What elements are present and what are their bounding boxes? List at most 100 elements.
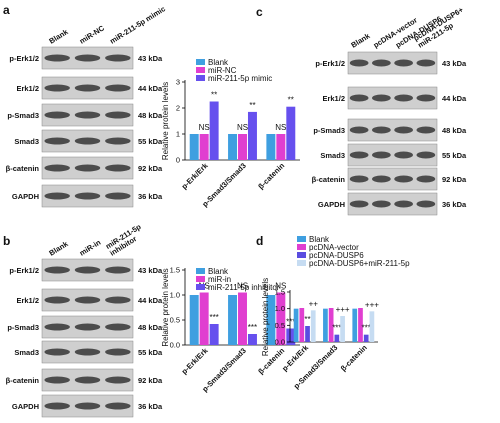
legend-label: pcDNA-DUSP6 bbox=[309, 251, 364, 260]
blot-band bbox=[105, 84, 131, 92]
legend-label: miR-NC bbox=[208, 66, 237, 75]
blot-band bbox=[349, 94, 369, 102]
blot-band bbox=[105, 164, 131, 172]
blot-band bbox=[349, 59, 369, 67]
blot-band bbox=[394, 200, 413, 208]
row-label: Smad3 bbox=[14, 137, 39, 146]
y-tick-label: 1.5 bbox=[170, 266, 180, 275]
bar bbox=[189, 295, 199, 345]
row-label: β-catenin bbox=[6, 164, 40, 173]
blot-band bbox=[44, 402, 70, 410]
bar bbox=[247, 334, 257, 345]
size-label: 48 kDa bbox=[138, 323, 163, 332]
y-tick-label: 0.0 bbox=[275, 338, 285, 347]
bar bbox=[363, 334, 369, 342]
bar bbox=[293, 308, 299, 342]
legend-swatch bbox=[297, 260, 306, 266]
blot-band bbox=[44, 137, 70, 145]
legend-swatch bbox=[297, 252, 306, 258]
blot-band bbox=[44, 111, 70, 119]
blot-strip bbox=[347, 167, 438, 191]
size-label: 44 kDa bbox=[138, 296, 163, 305]
blot-band bbox=[349, 151, 369, 159]
blot-band bbox=[44, 376, 70, 384]
blot-band bbox=[105, 192, 131, 200]
blot-band bbox=[74, 266, 101, 274]
row-label: β-catenin bbox=[312, 175, 346, 184]
significance-label: *** bbox=[248, 323, 257, 332]
bar bbox=[305, 326, 310, 342]
blot-band bbox=[74, 192, 101, 200]
row-label: p-Smad3 bbox=[313, 126, 345, 135]
significance-label: ** bbox=[211, 91, 217, 100]
blot-band bbox=[394, 151, 413, 159]
y-tick-label: 1.5 bbox=[275, 288, 285, 297]
significance-label: NS bbox=[237, 282, 248, 291]
blot-band bbox=[416, 59, 436, 67]
bar bbox=[369, 311, 375, 342]
blot-band bbox=[416, 126, 436, 134]
y-tick-label: 3 bbox=[176, 78, 180, 87]
y-tick-label: 0.0 bbox=[170, 341, 180, 350]
size-label: 55 kDa bbox=[442, 151, 467, 160]
blot-band bbox=[372, 200, 391, 208]
blot-band bbox=[44, 266, 70, 274]
blot-band bbox=[74, 164, 101, 172]
bar bbox=[238, 292, 247, 345]
row-label: p-Erk1/2 bbox=[315, 59, 345, 68]
significance-label: ** bbox=[304, 315, 310, 324]
row-label: p-Smad3 bbox=[7, 111, 39, 120]
legend-swatch bbox=[196, 67, 205, 73]
blot-band bbox=[416, 175, 436, 183]
row-label: Erk1/2 bbox=[322, 94, 345, 103]
size-label: 48 kDa bbox=[442, 126, 467, 135]
y-tick-label: 1.0 bbox=[275, 304, 285, 313]
bar bbox=[228, 134, 238, 160]
blot-band bbox=[372, 175, 391, 183]
legend-label: pcDNA-vector bbox=[309, 243, 359, 252]
significance-label: ++ bbox=[309, 299, 319, 308]
blot-band bbox=[105, 402, 131, 410]
legend-swatch bbox=[196, 284, 205, 290]
row-label: GAPDH bbox=[12, 402, 39, 411]
blot-band bbox=[105, 376, 131, 384]
blot-strip bbox=[347, 51, 438, 75]
bar bbox=[323, 308, 328, 342]
size-label: 92 kDa bbox=[138, 376, 163, 385]
blot-band bbox=[349, 126, 369, 134]
row-label: GAPDH bbox=[12, 192, 39, 201]
blot-band bbox=[394, 175, 413, 183]
panel-letter: b bbox=[3, 234, 10, 248]
row-label: Smad3 bbox=[320, 151, 345, 160]
significance-label: NS bbox=[275, 282, 286, 291]
bar bbox=[358, 308, 363, 342]
significance-label: NS bbox=[199, 123, 210, 132]
bar bbox=[266, 134, 276, 160]
bar bbox=[266, 295, 276, 345]
y-tick-label: 0.5 bbox=[275, 321, 285, 330]
blot-band bbox=[74, 84, 101, 92]
bar bbox=[228, 295, 238, 345]
bar bbox=[238, 134, 247, 160]
significance-label: ** bbox=[249, 101, 255, 110]
blot-band bbox=[416, 94, 436, 102]
legend-label: miR-211-5p inhibitor bbox=[208, 283, 280, 292]
significance-label: NS bbox=[275, 123, 286, 132]
row-label: p-Erk1/2 bbox=[9, 266, 39, 275]
blot-band bbox=[349, 175, 369, 183]
size-label: 55 kDa bbox=[138, 137, 163, 146]
row-label: β-catenin bbox=[6, 376, 40, 385]
blot-band bbox=[394, 94, 413, 102]
bar bbox=[299, 308, 305, 342]
blot-band bbox=[372, 94, 391, 102]
row-label: p-Erk1/2 bbox=[9, 54, 39, 63]
bar bbox=[247, 111, 257, 160]
row-label: Erk1/2 bbox=[16, 296, 39, 305]
blot-band bbox=[74, 402, 101, 410]
blot-band bbox=[416, 200, 436, 208]
blot-band bbox=[44, 84, 70, 92]
blot-band bbox=[44, 348, 70, 356]
y-axis-label: Relative protein levels bbox=[161, 268, 170, 346]
y-tick-label: 0.5 bbox=[170, 316, 180, 325]
